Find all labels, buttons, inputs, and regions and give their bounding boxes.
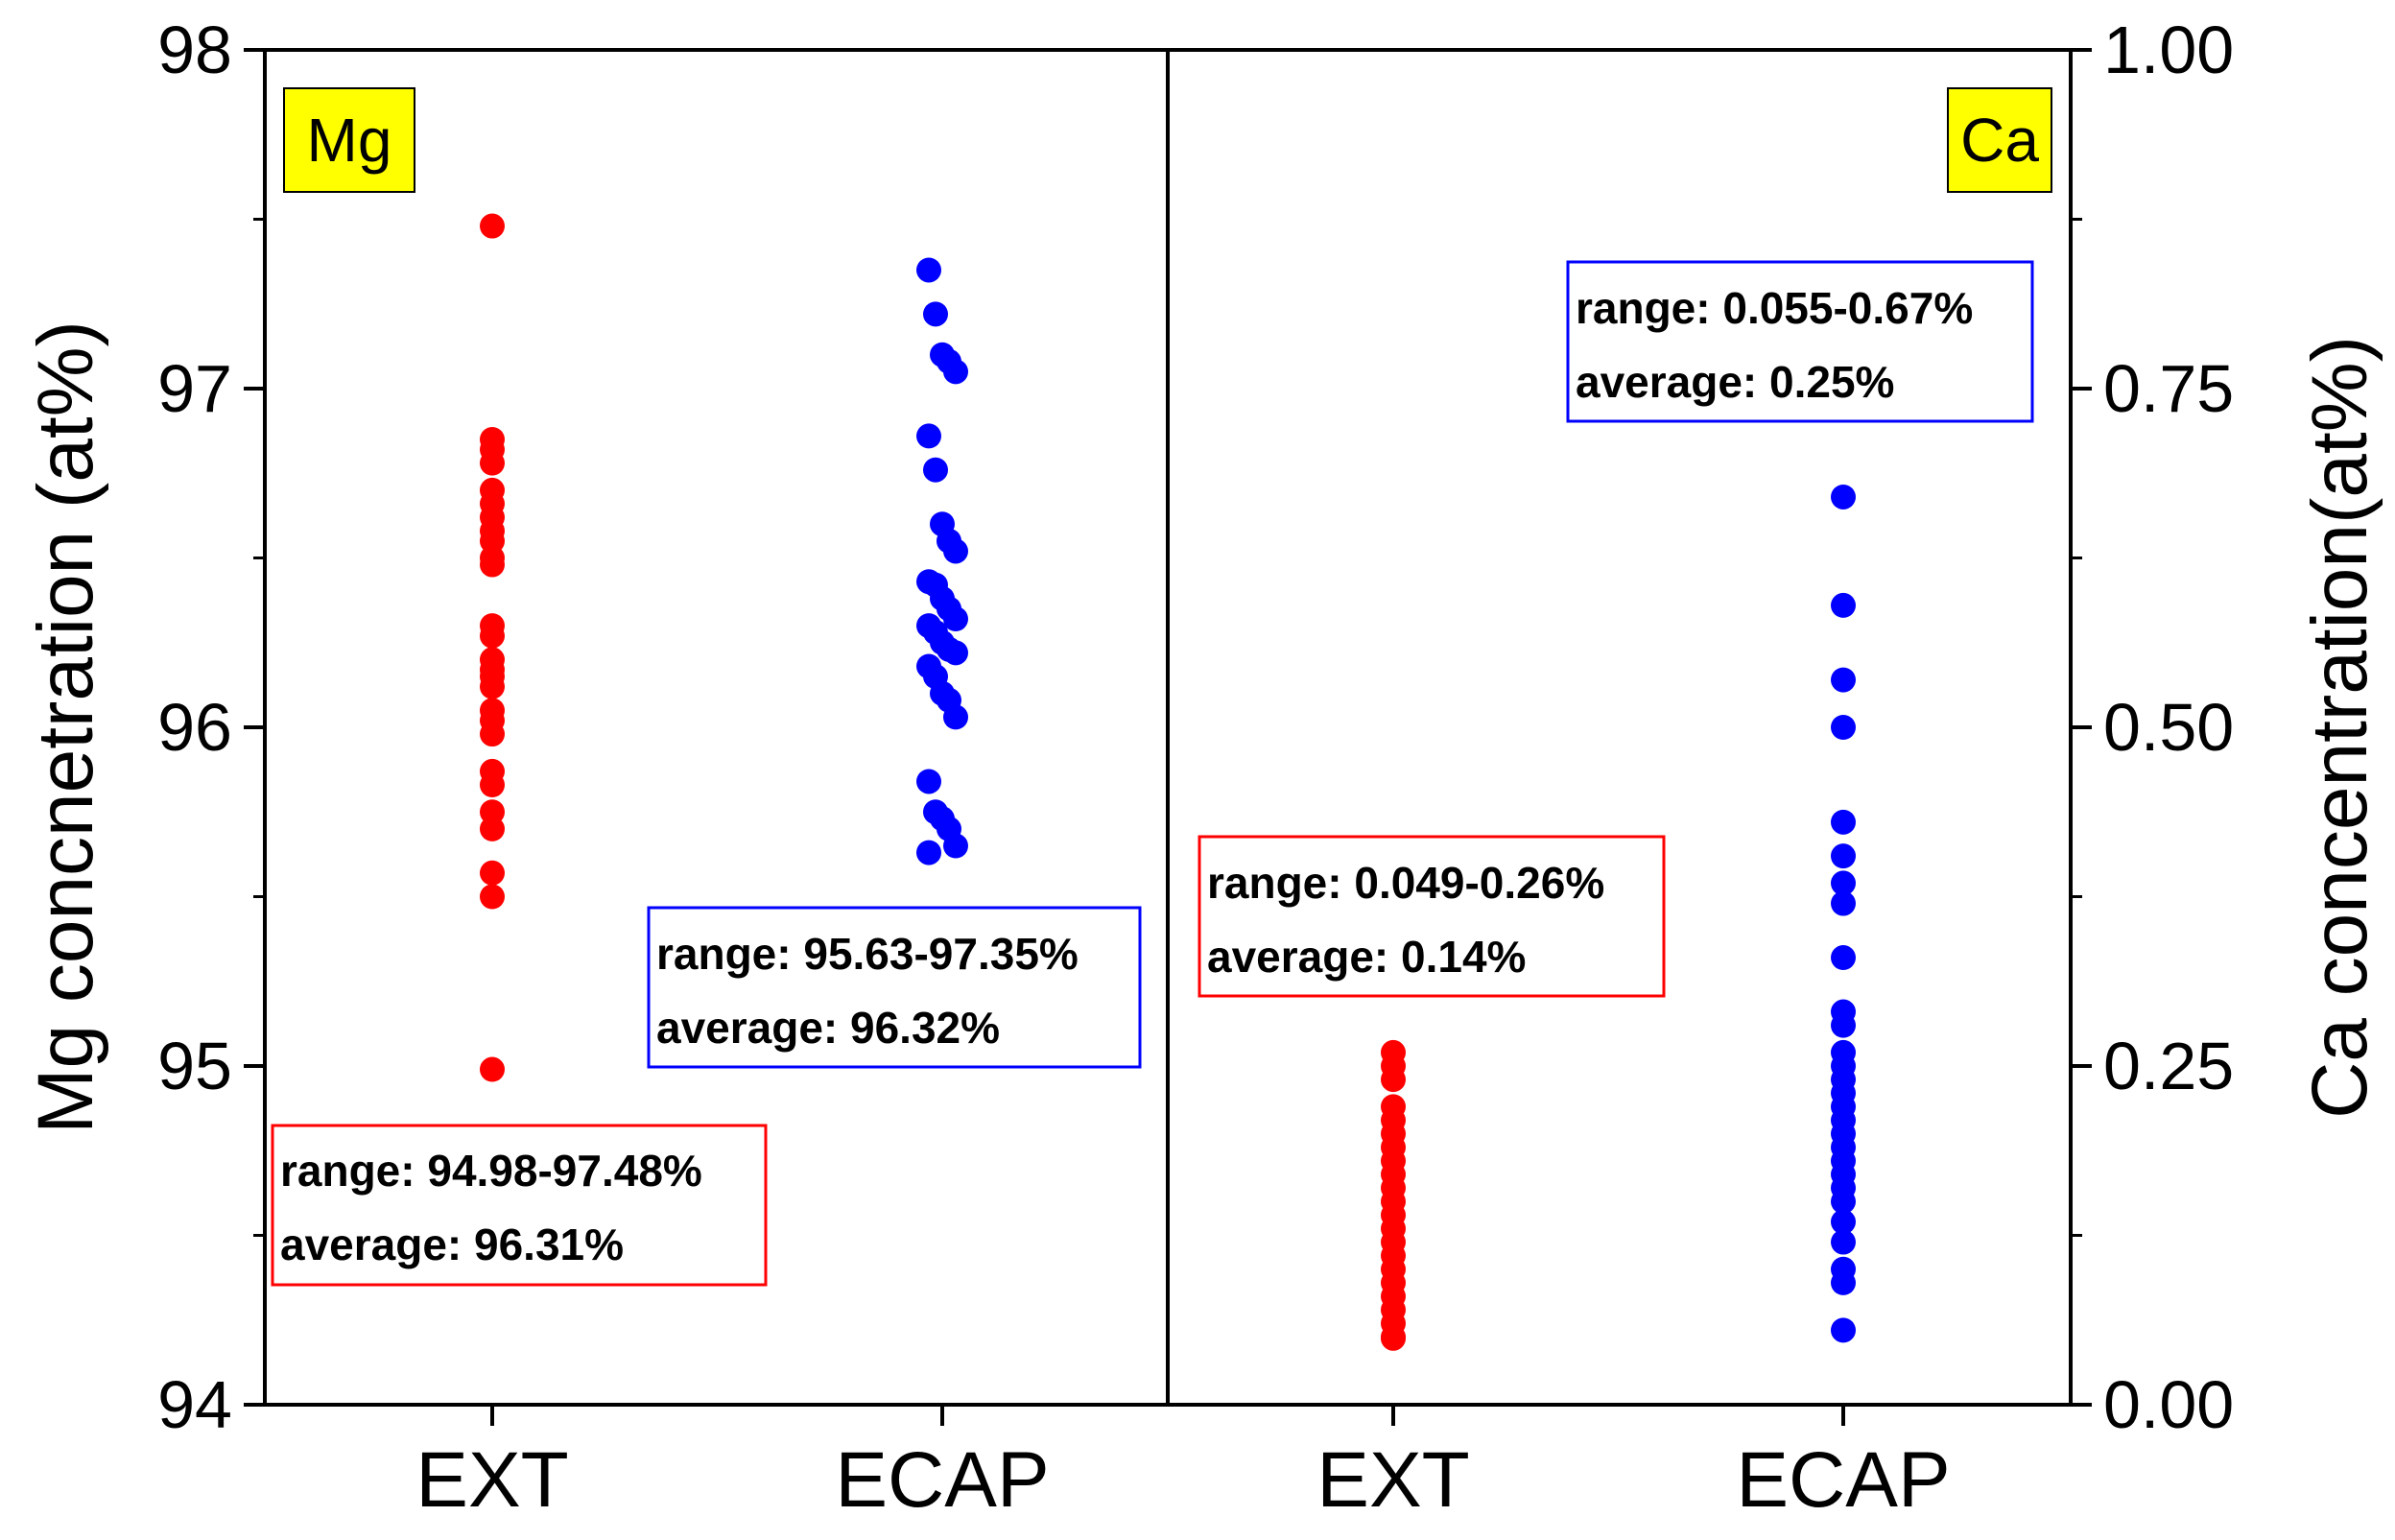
panel-tag-ca-text: Ca xyxy=(1960,106,2039,175)
annotation-mg-ext-average: average: 96.31% xyxy=(280,1220,624,1269)
annotation-ca-ecap: range: 0.055-0.67% average: 0.25% xyxy=(1566,260,2034,423)
left-tick-label: 94 xyxy=(157,1367,232,1442)
annotation-mg-ext: range: 94.98-97.48% average: 96.31% xyxy=(271,1124,768,1287)
panel-tag-mg-text: Mg xyxy=(307,106,392,175)
annotation-ca-ext-range: range: 0.049-0.26% xyxy=(1207,858,1604,908)
data-point xyxy=(1831,843,1856,869)
data-point xyxy=(1831,945,1856,971)
x-tick-label: EXT xyxy=(1316,1436,1469,1524)
annotation-ca-ext: range: 0.049-0.26% average: 0.14% xyxy=(1198,835,1666,998)
data-point xyxy=(916,423,941,449)
data-point xyxy=(943,640,968,666)
annotation-mg-ext-range: range: 94.98-97.48% xyxy=(280,1146,702,1196)
data-point xyxy=(480,213,505,239)
ticks-layer: 94 95 96 97 98 0.00 0.25 0.50 0.75 1.00 EXT ECAP EXT… xyxy=(157,12,2234,1524)
left-tick-label: 96 xyxy=(157,690,232,765)
data-point xyxy=(916,769,941,794)
data-point xyxy=(480,1056,505,1082)
right-tick-label: 0.50 xyxy=(2103,690,2234,765)
data-point xyxy=(1831,1229,1856,1255)
x-tick-label: EXT xyxy=(415,1436,568,1524)
points-layer xyxy=(480,213,1856,1351)
data-point xyxy=(480,816,505,841)
data-point xyxy=(923,301,948,327)
data-point xyxy=(1831,870,1856,896)
data-point xyxy=(1381,1325,1406,1351)
right-tick-label: 1.00 xyxy=(2103,12,2234,87)
annotation-ca-ecap-average: average: 0.25% xyxy=(1576,357,1894,407)
data-point xyxy=(943,833,968,859)
data-point xyxy=(480,450,505,476)
data-point xyxy=(480,722,505,747)
data-point xyxy=(480,552,505,578)
data-point xyxy=(480,623,505,649)
data-point xyxy=(1831,484,1856,509)
data-point xyxy=(1831,1269,1856,1295)
annotation-ca-ext-average: average: 0.14% xyxy=(1207,932,1526,982)
data-point xyxy=(480,884,505,910)
panel-tag-mg: Mg xyxy=(283,87,415,193)
right-tick-label: 0.25 xyxy=(2103,1029,2234,1103)
data-point xyxy=(1831,592,1856,618)
data-point xyxy=(1831,809,1856,835)
annotation-mg-ecap-range: range: 95.63-97.35% xyxy=(656,929,1079,979)
data-point xyxy=(480,772,505,798)
panel-tag-ca: Ca xyxy=(1947,87,2052,193)
y-axis-title-right: Ca concentration(at%) xyxy=(2296,336,2383,1119)
annotation-ca-ecap-range: range: 0.055-0.67% xyxy=(1576,283,1973,333)
annotation-mg-ecap: range: 95.63-97.35% average: 96.32% xyxy=(647,906,1142,1069)
data-point xyxy=(1831,1012,1856,1038)
data-point xyxy=(480,674,505,699)
data-point xyxy=(943,606,968,632)
left-tick-label: 97 xyxy=(157,351,232,426)
data-point xyxy=(1831,1189,1856,1215)
data-point xyxy=(916,257,941,283)
data-point xyxy=(943,538,968,564)
data-point xyxy=(1831,890,1856,916)
data-point xyxy=(1831,715,1856,740)
data-point xyxy=(1831,667,1856,693)
x-tick-label: ECAP xyxy=(1736,1436,1950,1524)
data-point xyxy=(1831,1317,1856,1343)
data-point xyxy=(480,860,505,886)
annotation-mg-ecap-average: average: 96.32% xyxy=(656,1003,1000,1053)
x-tick-label: ECAP xyxy=(835,1436,1049,1524)
data-point xyxy=(1831,1209,1856,1235)
right-tick-label: 0.00 xyxy=(2103,1367,2234,1442)
left-tick-label: 98 xyxy=(157,12,232,87)
data-point xyxy=(923,457,948,483)
data-point xyxy=(916,840,941,865)
data-point xyxy=(943,704,968,730)
data-point xyxy=(1381,1067,1406,1093)
left-tick-label: 95 xyxy=(157,1029,232,1103)
data-point xyxy=(943,359,968,385)
right-tick-label: 0.75 xyxy=(2103,351,2234,426)
y-axis-title-left: Mg concnetration (at%) xyxy=(22,320,109,1134)
